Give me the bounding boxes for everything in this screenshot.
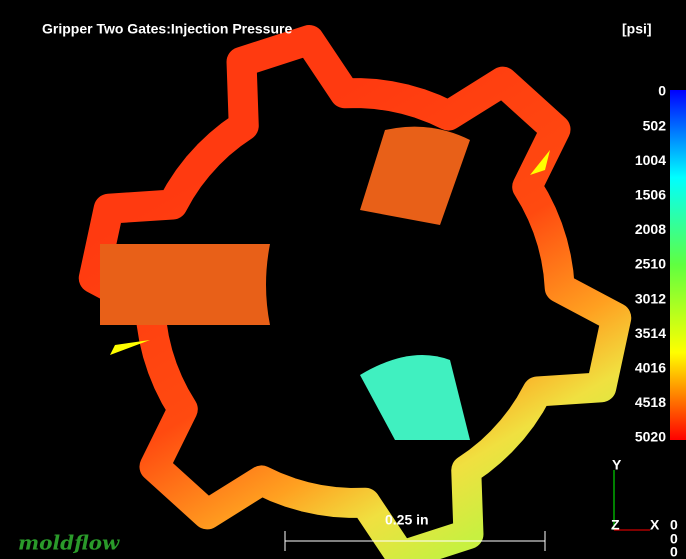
logo: moldflow bbox=[18, 531, 120, 555]
gate-marker bbox=[530, 150, 550, 175]
triad-label: X bbox=[650, 517, 660, 533]
insert-bottom bbox=[360, 355, 470, 440]
legend-label: 5020 bbox=[635, 429, 666, 445]
legend-label: 4016 bbox=[635, 360, 666, 376]
legend-label: 2510 bbox=[635, 256, 666, 272]
legend-label: 1004 bbox=[635, 152, 666, 168]
legend-label: 0 bbox=[658, 83, 666, 99]
legend-label: 4518 bbox=[635, 394, 666, 410]
unit: [psi] bbox=[622, 21, 652, 37]
scale-label: 0.25 in bbox=[385, 512, 429, 528]
legend-label: 2008 bbox=[635, 221, 666, 237]
triad-value: 0 bbox=[670, 531, 678, 547]
gate-marker bbox=[110, 340, 150, 355]
legend-label: 3012 bbox=[635, 290, 666, 306]
triad-label: Y bbox=[612, 457, 622, 473]
title: Gripper Two Gates:Injection Pressure bbox=[42, 21, 292, 37]
triad-value: 0 bbox=[670, 544, 678, 559]
insert-top bbox=[360, 126, 470, 225]
triad-value: 0 bbox=[670, 517, 678, 533]
insert-left bbox=[100, 244, 270, 325]
legend: 0 502 1004 1506 2008 2510 3012 3514 4016 4518 5020 bbox=[635, 83, 666, 445]
legend-label: 3514 bbox=[635, 325, 666, 341]
legend-label: 1506 bbox=[635, 187, 666, 203]
legend-label: 502 bbox=[643, 117, 667, 133]
triad-label: Z bbox=[611, 517, 620, 533]
color-bar bbox=[670, 90, 686, 440]
